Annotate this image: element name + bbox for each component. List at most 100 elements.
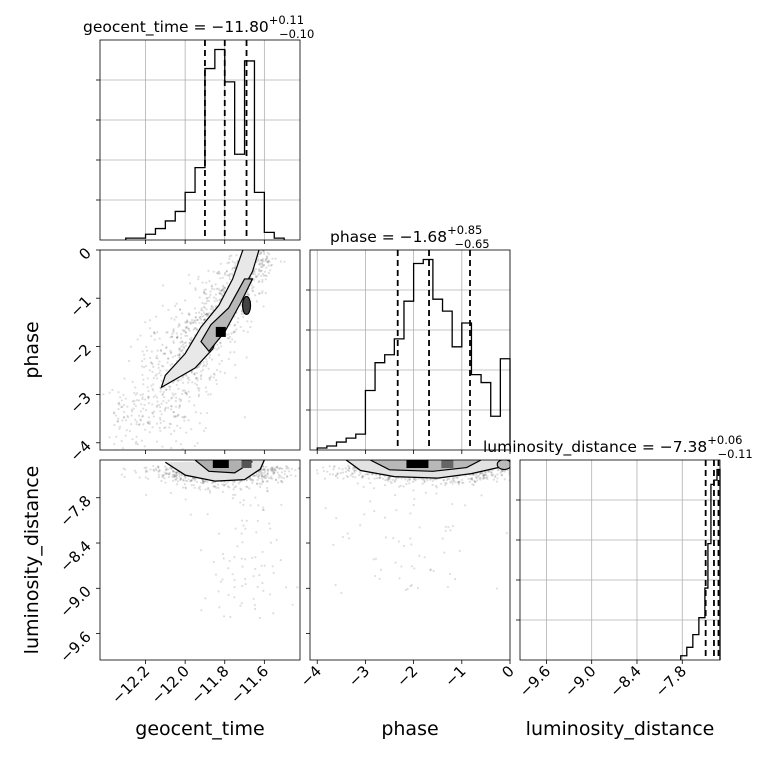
sample-point: [212, 560, 215, 564]
sample-point: [218, 298, 221, 301]
sample-point: [323, 477, 327, 480]
sample-point: [399, 484, 402, 487]
sample-point: [205, 302, 208, 305]
sample-point: [177, 387, 180, 390]
sample-point: [273, 468, 276, 471]
sample-point: [208, 356, 211, 359]
sample-point: [180, 378, 183, 381]
sample-point: [467, 477, 470, 480]
sample-point: [231, 266, 234, 270]
sample-point: [165, 468, 168, 471]
sample-point: [146, 386, 149, 389]
panel-hist-phase: [306, 249, 511, 451]
sample-point: [383, 516, 387, 519]
sample-point: [408, 478, 412, 481]
sample-point: [205, 390, 208, 393]
sample-point: [266, 256, 269, 259]
sample-point: [203, 318, 206, 321]
sample-point: [354, 476, 357, 479]
sample-point: [193, 372, 196, 375]
sample-point: [347, 537, 351, 540]
sample-point: [233, 261, 236, 264]
sample-point: [190, 484, 193, 487]
sample-point: [201, 321, 204, 324]
sample-point: [235, 243, 237, 245]
sample-point: [102, 393, 105, 396]
sample-point: [154, 467, 158, 470]
sample-point: [270, 466, 273, 470]
sample-point: [247, 293, 250, 296]
sample-point: [197, 389, 200, 392]
sample-point: [400, 477, 403, 480]
sample-point: [140, 403, 143, 406]
sample-point: [478, 472, 482, 476]
sample-point: [170, 466, 173, 470]
sample-point: [261, 581, 264, 585]
sample-point: [264, 470, 267, 473]
sample-point: [148, 327, 152, 330]
sample-point: [372, 558, 375, 561]
sample-point: [359, 524, 362, 527]
sample-point: [222, 284, 225, 287]
sample-point: [408, 482, 411, 485]
sample-point: [228, 275, 231, 278]
sample-point: [451, 477, 454, 480]
sample-point: [252, 290, 255, 293]
sample-point: [187, 312, 190, 315]
sample-point: [141, 350, 144, 353]
sample-point: [188, 313, 191, 316]
sample-point: [219, 292, 222, 295]
sample-point: [500, 473, 504, 477]
sample-point: [248, 487, 251, 490]
sample-point: [182, 343, 185, 346]
sample-point: [155, 315, 158, 318]
sample-point: [208, 280, 211, 283]
sample-point: [139, 393, 142, 397]
sample-point: [243, 577, 247, 581]
sample-point: [169, 385, 172, 389]
sample-point: [204, 364, 208, 368]
sample-point: [164, 406, 167, 409]
sample-point: [175, 478, 178, 481]
sample-point: [515, 470, 517, 472]
sample-point: [421, 478, 424, 481]
sample-point: [285, 464, 288, 468]
sample-point: [139, 419, 142, 422]
sample-point: [122, 403, 126, 407]
sample-point: [118, 425, 122, 428]
sample-point: [255, 275, 258, 279]
sample-point: [271, 257, 274, 260]
sample-point: [176, 336, 179, 339]
sample-point: [204, 313, 208, 316]
panel-geocent_time-vs-phase: [99, 234, 301, 451]
sample-point: [143, 445, 146, 448]
sample-point: [269, 541, 273, 544]
sample-point: [483, 477, 486, 480]
sample-point: [210, 358, 214, 361]
sample-point: [223, 480, 226, 484]
sample-point: [159, 369, 162, 372]
sample-point: [513, 472, 515, 474]
sample-point: [237, 244, 239, 246]
sample-point: [125, 429, 128, 432]
sample-point: [259, 251, 262, 254]
sample-point: [173, 304, 177, 307]
sample-point: [139, 410, 142, 413]
sample-point: [221, 288, 224, 291]
sample-point: [278, 466, 282, 470]
sample-point: [185, 392, 188, 395]
density-contour-inner: [241, 295, 252, 316]
sample-point: [143, 357, 146, 360]
ylabel-luminosity_distance: luminosity_distance: [21, 466, 43, 655]
sample-point: [256, 585, 259, 589]
sample-point: [263, 468, 266, 472]
sample-point: [277, 481, 280, 484]
sample-point: [497, 468, 500, 471]
sample-point: [258, 234, 260, 236]
sample-point: [152, 365, 155, 368]
sample-point: [227, 337, 231, 340]
sample-point: [184, 498, 187, 501]
sample-point: [258, 292, 261, 295]
sample-point: [220, 290, 223, 293]
sample-point: [161, 393, 164, 396]
